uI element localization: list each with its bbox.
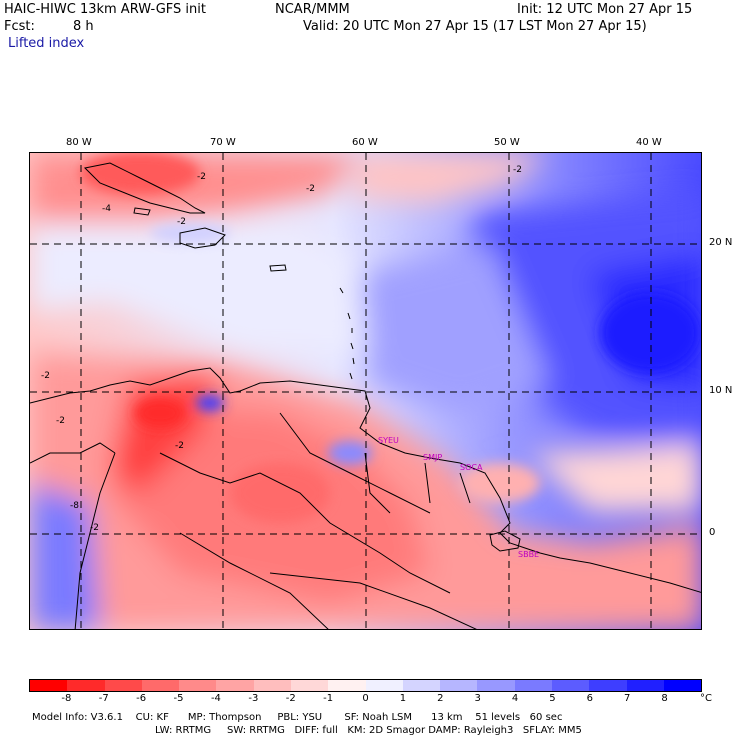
colorbar-tick-label: 8 bbox=[661, 693, 668, 704]
colorbar-tick-label: 5 bbox=[549, 693, 556, 704]
contour-label: -8 bbox=[70, 501, 79, 511]
lon-label-40w: 40 W bbox=[636, 137, 662, 148]
colorbar-swatch bbox=[589, 680, 627, 691]
colorbar-swatch bbox=[402, 680, 441, 691]
contour-label: -2 bbox=[197, 172, 206, 182]
station-smjp: SMJP bbox=[423, 453, 442, 462]
colorbar-swatch bbox=[141, 680, 180, 691]
colorbar-tick-label: 1 bbox=[399, 693, 407, 704]
contour-label: -4 bbox=[102, 204, 111, 214]
colorbar-swatch bbox=[440, 680, 478, 691]
colorbar-tick-label: 0 bbox=[362, 693, 369, 704]
lat-label-eq: 0 bbox=[709, 527, 716, 538]
map-canvas: -2 -2 -2 -4 -2 -2 -2 -2 -8 -2 SYEU SMJP … bbox=[30, 153, 701, 629]
colorbar-swatch bbox=[104, 680, 142, 691]
lat-lon-grid bbox=[30, 153, 701, 629]
contour-label: -2 bbox=[306, 184, 315, 194]
lat-label-20n: 20 N bbox=[709, 237, 733, 248]
colorbar-tick-label: -8 bbox=[61, 693, 72, 704]
colorbar-swatch bbox=[663, 680, 702, 691]
lon-label-60w: 60 W bbox=[352, 137, 378, 148]
forecast-label: Fcst: bbox=[4, 19, 35, 34]
colorbar-swatch bbox=[477, 680, 515, 691]
colorbar-swatch bbox=[514, 680, 552, 691]
colorbar-swatch bbox=[179, 680, 217, 691]
colorbar-tick-label: 4 bbox=[511, 693, 519, 704]
model-info-line-2: LW: RRTMG SW: RRTMG DIFF: full KM: 2D Sm… bbox=[155, 725, 582, 736]
colorbar-tick-label: -4 bbox=[210, 693, 221, 704]
colorbar-swatch bbox=[365, 680, 403, 691]
model-info-line-1: Model Info: V3.6.1 CU: KF MP: Thompson P… bbox=[32, 712, 563, 723]
colorbar-tick-label: -7 bbox=[98, 693, 109, 704]
station-sbbe: SBBE bbox=[518, 550, 539, 559]
colorbar-tick-label: 3 bbox=[474, 693, 481, 704]
model-title: HAIC-HIWC 13km ARW-GFS init bbox=[4, 2, 206, 17]
forecast-hour: 8 h bbox=[73, 19, 94, 34]
contour-labels: -2 -2 -2 -4 -2 -2 -2 -2 -8 -2 bbox=[41, 165, 522, 533]
colorbar-swatch bbox=[253, 680, 291, 691]
init-time: Init: 12 UTC Mon 27 Apr 15 bbox=[517, 2, 693, 17]
contour-label: -2 bbox=[177, 217, 186, 227]
contour-label: -2 bbox=[513, 165, 522, 175]
org-label: NCAR/MMM bbox=[275, 2, 350, 17]
colorbar-swatch bbox=[30, 680, 68, 691]
valid-time: Valid: 20 UTC Mon 27 Apr 15 (17 LST Mon … bbox=[303, 19, 647, 34]
colorbar-swatch bbox=[216, 680, 254, 691]
colorbar bbox=[29, 679, 702, 692]
colorbar-swatch bbox=[290, 680, 329, 691]
colorbar-swatch bbox=[328, 680, 366, 691]
colorbar-swatch bbox=[67, 680, 105, 691]
colorbar-tick-label: -3 bbox=[248, 693, 259, 704]
field-name: Lifted index bbox=[8, 36, 85, 51]
colorbar-tick-label: 6 bbox=[586, 693, 594, 704]
colorbar-tick-labels: -8 -7 -6 -5 -4 -3 -2 -1 0 1 2 3 4 5 6 7 8 °C bbox=[29, 693, 719, 707]
colorbar-swatch bbox=[626, 680, 664, 691]
field-detail bbox=[80, 153, 700, 523]
lifted-index-map: -2 -2 -2 -4 -2 -2 -2 -2 -8 -2 SYEU SMJP … bbox=[29, 152, 702, 630]
colorbar-tick-label: -6 bbox=[136, 693, 147, 704]
colorbar-tick-label: -5 bbox=[173, 693, 184, 704]
station-soca: SOCA bbox=[460, 463, 483, 472]
coastlines bbox=[30, 162, 701, 629]
contour-label: -2 bbox=[56, 416, 65, 426]
lon-label-80w: 80 W bbox=[66, 137, 92, 148]
contour-label: -2 bbox=[175, 441, 184, 451]
lat-label-10n: 10 N bbox=[709, 385, 733, 396]
contour-label: -2 bbox=[41, 371, 50, 381]
lon-label-50w: 50 W bbox=[494, 137, 520, 148]
colorbar-tick-label: 7 bbox=[624, 693, 631, 704]
contour-label: -2 bbox=[90, 523, 99, 533]
lon-label-70w: 70 W bbox=[210, 137, 236, 148]
colorbar-tick-label: -2 bbox=[285, 693, 296, 704]
colorbar-tick-label: 2 bbox=[437, 693, 444, 704]
colorbar-tick-label: -1 bbox=[323, 693, 334, 704]
colorbar-unit: °C bbox=[700, 693, 712, 704]
station-syeu: SYEU bbox=[378, 436, 399, 445]
colorbar-swatch bbox=[551, 680, 590, 691]
